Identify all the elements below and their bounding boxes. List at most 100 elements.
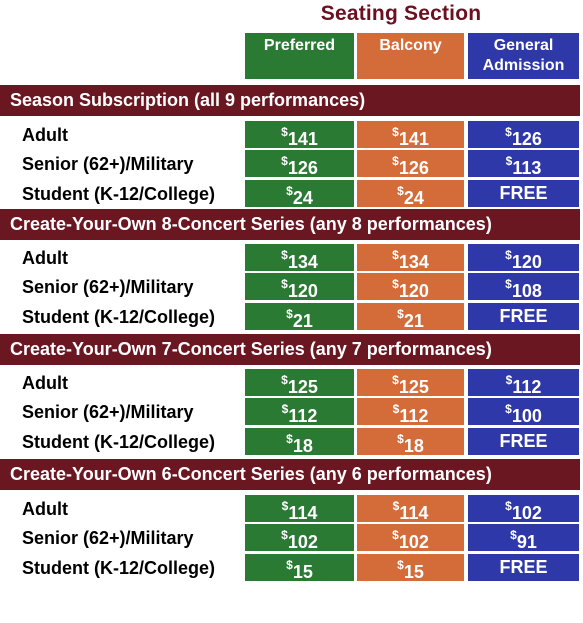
dollar-sign: $ [286,432,293,446]
price-value: 18 [292,436,313,456]
price-value: 126 [511,129,542,149]
price-value: 15 [292,562,313,582]
price-value: 91 [516,532,537,552]
price-cell-general-admission: $120 [468,244,579,272]
price-cell-balcony: $126 [357,150,464,178]
price-value: 141 [398,129,429,149]
price-cell-preferred: $114 [245,495,354,523]
price-value: 102 [511,503,542,523]
dollar-sign: $ [392,373,399,387]
price-value: 24 [292,188,313,208]
dollar-sign: $ [510,528,517,542]
dollar-sign: $ [392,154,399,168]
price-value: 15 [403,562,424,582]
column-header-balcony: Balcony [357,33,464,79]
dollar-sign: $ [505,499,512,513]
section-header: Create-Your-Own 6-Concert Series (any 6 … [0,459,580,490]
price-cell-preferred: $21 [245,303,354,331]
price-cell-preferred: $15 [245,554,354,582]
row-label: Senior (62+)/Military [22,277,194,297]
dollar-sign: $ [281,277,288,291]
price-value: 18 [403,436,424,456]
price-cell-preferred: $112 [245,398,354,426]
section-header: Create-Your-Own 7-Concert Series (any 7 … [0,334,580,365]
price-value: 102 [287,532,318,552]
price-value: 112 [288,406,318,426]
price-value: 100 [511,406,542,426]
price-value: 120 [398,281,429,301]
price-value: 114 [399,503,429,523]
dollar-sign: $ [397,432,404,446]
price-value: 113 [512,158,542,178]
price-value: 108 [511,281,542,301]
section-header: Season Subscription (all 9 performances) [0,85,580,116]
price-cell-general-admission: $108 [468,273,579,301]
dollar-sign: $ [281,402,289,416]
price-cell-general-admission: FREE [468,554,579,581]
dollar-sign: $ [392,248,399,262]
dollar-sign: $ [505,373,513,387]
seating-section-title: Seating Section [320,2,482,25]
price-value: FREE [499,183,548,203]
row-label: Student (K-12/College) [22,307,216,327]
price-value: 112 [399,406,429,426]
row-label: Adult [22,373,68,393]
dollar-sign: $ [392,402,400,416]
price-cell-preferred: $125 [245,369,354,397]
row-label: Adult [22,248,68,268]
dollar-sign: $ [286,558,293,572]
dollar-sign: $ [281,248,288,262]
dollar-sign: $ [505,277,512,291]
price-cell-preferred: $134 [245,244,354,272]
dollar-sign: $ [392,277,399,291]
price-value: 126 [398,158,429,178]
section-header: Create-Your-Own 8-Concert Series (any 8 … [0,209,580,240]
dollar-sign: $ [281,154,288,168]
row-label: Senior (62+)/Military [22,402,194,422]
price-cell-general-admission: $102 [468,495,579,523]
row-label: Senior (62+)/Military [22,154,194,174]
column-header-general-admission: General Admission [468,33,579,79]
price-cell-balcony: $102 [357,524,464,552]
price-cell-balcony: $112 [357,398,464,426]
dollar-sign: $ [505,248,512,262]
price-cell-balcony: $18 [357,428,464,456]
price-value: 141 [287,129,318,149]
price-cell-balcony: $24 [357,180,464,208]
dollar-sign: $ [397,184,404,198]
dollar-sign: $ [392,125,399,139]
price-value: FREE [499,557,548,577]
price-value: FREE [499,306,548,326]
dollar-sign: $ [392,528,399,542]
price-cell-general-admission: $126 [468,121,579,149]
price-value: 120 [287,281,318,301]
row-label: Student (K-12/College) [22,184,216,204]
price-cell-general-admission: FREE [468,303,579,330]
price-value: 102 [398,532,429,552]
dollar-sign: $ [281,373,288,387]
price-value: 126 [287,158,318,178]
dollar-sign: $ [397,307,404,321]
price-cell-general-admission: $113 [468,150,579,178]
price-cell-preferred: $18 [245,428,354,456]
price-value: 21 [403,311,424,331]
dollar-sign: $ [286,184,293,198]
row-label: Student (K-12/College) [22,432,216,452]
dollar-sign: $ [281,499,289,513]
dollar-sign: $ [281,125,288,139]
dollar-sign: $ [397,558,404,572]
price-value: 112 [512,377,542,397]
price-value: 114 [288,503,318,523]
price-value: 24 [403,188,424,208]
price-cell-balcony: $141 [357,121,464,149]
price-cell-preferred: $102 [245,524,354,552]
dollar-sign: $ [505,402,512,416]
price-value: 134 [287,252,318,272]
price-cell-balcony: $134 [357,244,464,272]
price-value: FREE [499,431,548,451]
price-cell-preferred: $120 [245,273,354,301]
price-cell-balcony: $114 [357,495,464,523]
dollar-sign: $ [286,307,293,321]
price-value: 125 [398,377,429,397]
column-header-preferred: Preferred [245,33,354,79]
